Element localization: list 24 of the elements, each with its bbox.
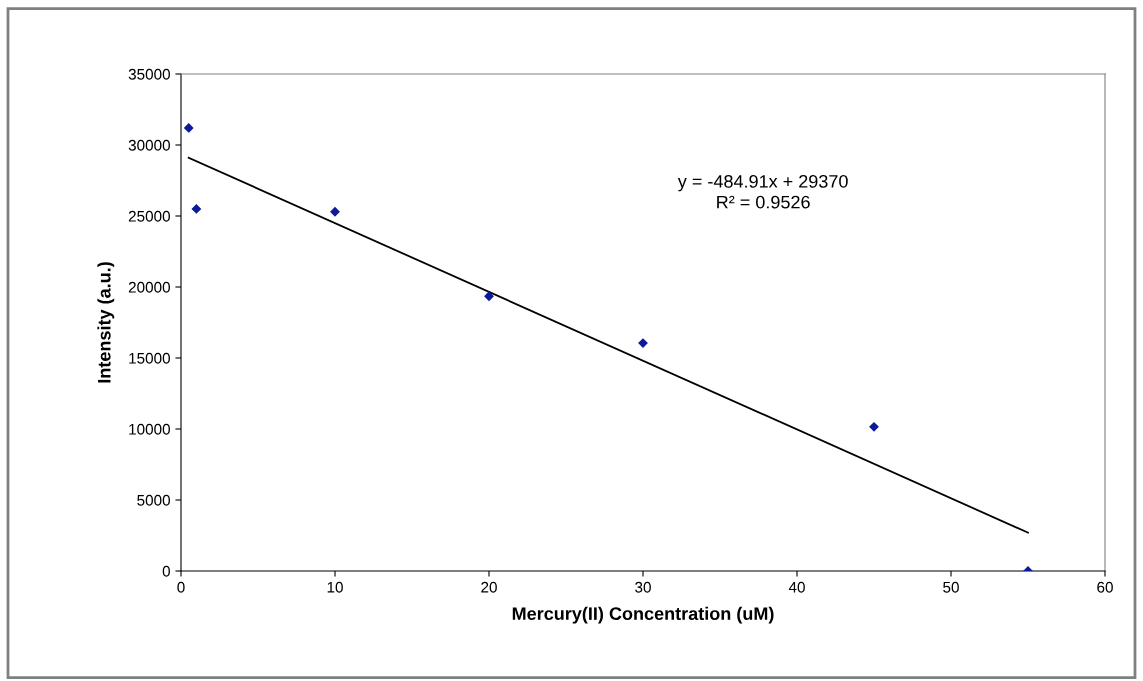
x-tick-label: 40 (788, 581, 805, 593)
x-tick-label: 20 (481, 581, 497, 593)
y-tick-label: 15000 (129, 352, 170, 364)
y-tick-label: 20000 (128, 281, 170, 293)
y-axis-title: Intensity (a.u.) (97, 262, 115, 383)
x-tick-label: 0 (177, 581, 185, 593)
y-tick-label: 30000 (128, 139, 170, 151)
y-tick-label: 5000 (137, 494, 170, 506)
y-tick-label: 10000 (129, 423, 170, 435)
point (869, 422, 879, 432)
x-tick-label: 10 (327, 581, 343, 593)
point (638, 338, 648, 348)
y-tick-label: 0 (162, 565, 170, 577)
point (184, 123, 194, 133)
x-tick-label: 60 (1097, 581, 1113, 593)
y-tick-label: 25000 (128, 210, 170, 222)
annotation: y = -484.91x + 29370 R² = 0.9526 (677, 174, 848, 209)
point (330, 207, 340, 217)
y-tick-label: 35000 (128, 68, 170, 80)
x-tick-label: 30 (635, 581, 651, 593)
point (191, 204, 202, 214)
point (484, 291, 494, 301)
x-tick-label: 50 (943, 581, 959, 593)
x-axis-title: Mercury(II) Concentration (uM) (512, 606, 774, 624)
